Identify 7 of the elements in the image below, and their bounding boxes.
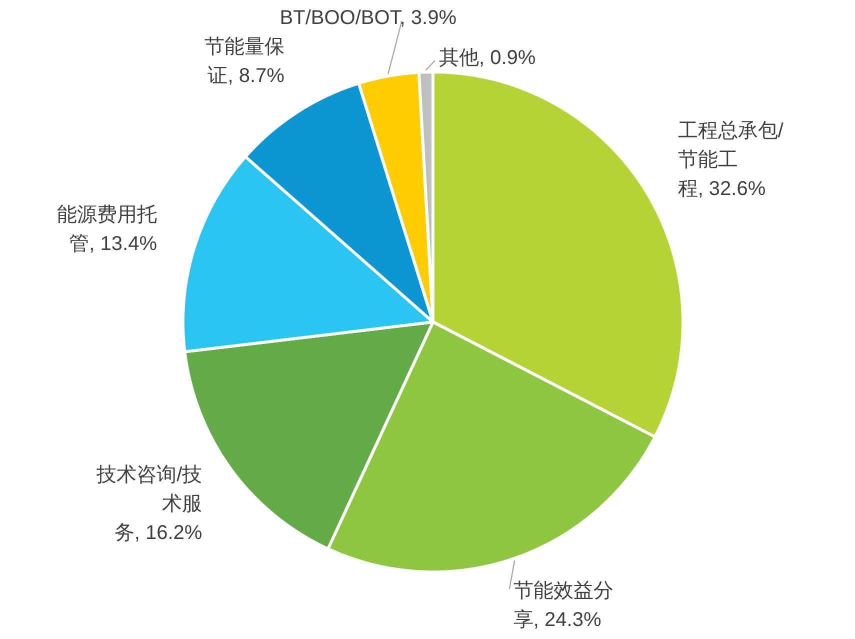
slice-label: 节能量保证, 8.7% — [203, 34, 284, 89]
slice-label: 能源费用托管, 13.4% — [56, 202, 157, 257]
slice-label: 其他, 0.9% — [439, 46, 536, 70]
slice-label: 节能效益分享, 24.3% — [513, 579, 614, 633]
slice-label: 工程总承包/节能工程, 32.6% — [678, 119, 784, 202]
slice-label: BT/BOO/BOT, 3.9% — [280, 6, 456, 31]
slice-label: 技术咨询/技术服务, 16.2% — [96, 462, 202, 546]
